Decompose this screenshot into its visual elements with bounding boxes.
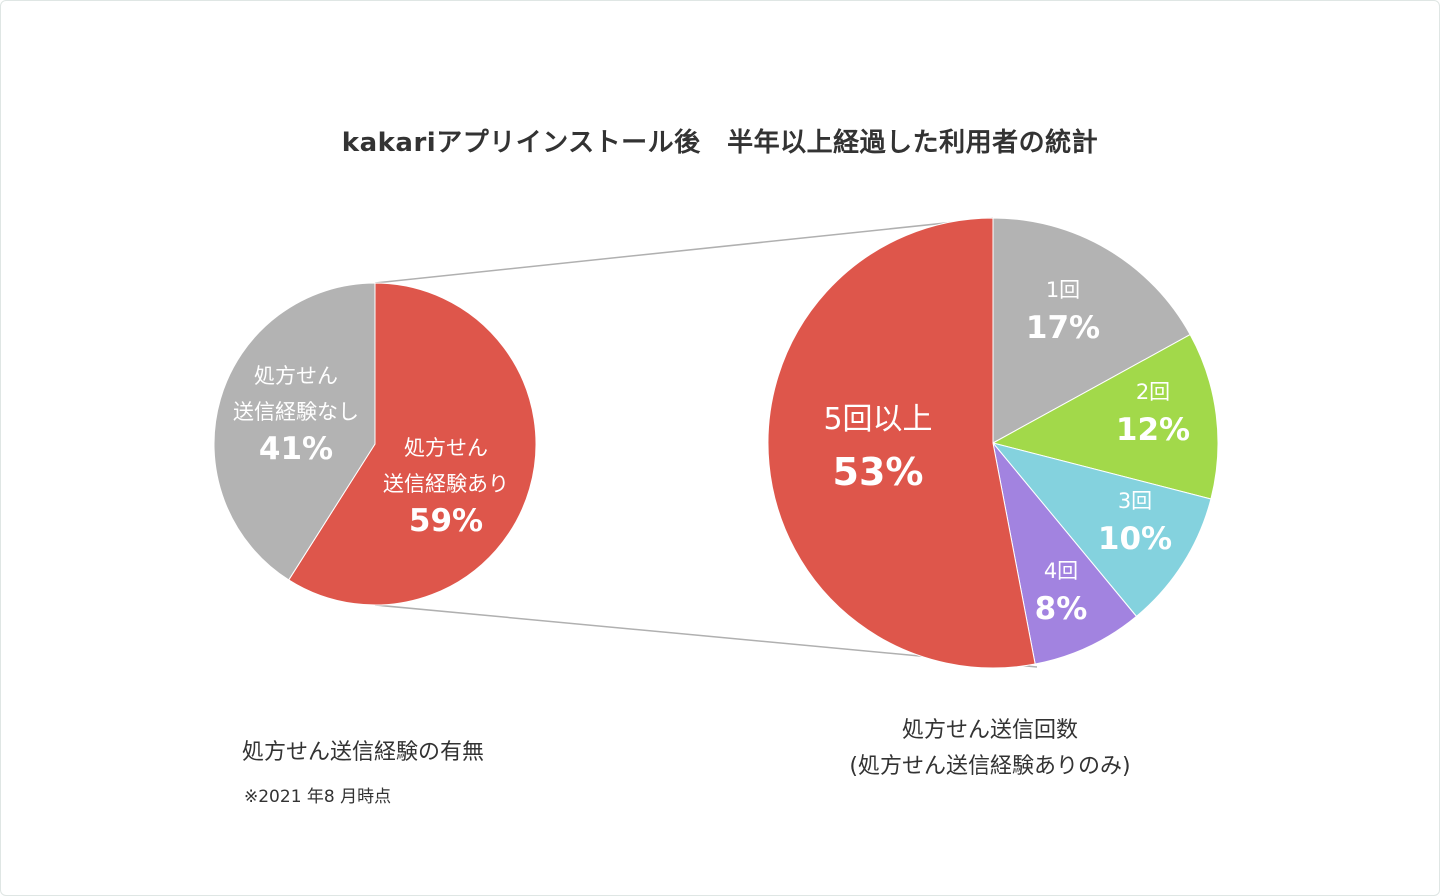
- pie2-slice-2-percent-label: 12%: [1116, 412, 1190, 448]
- pie2-slice-5-percent-label: 53%: [833, 450, 924, 494]
- pie2-slice-5-label-line-1: 5回以上: [823, 402, 932, 437]
- pie1-slice-2-label-line-2: 送信経験なし: [233, 400, 359, 424]
- left-pie-caption: 処方せん送信経験の有無: [242, 740, 485, 765]
- pie1-slice-1-label-line-1: 処方せん: [404, 436, 488, 460]
- pie2-slice-3-percent-label: 10%: [1098, 521, 1172, 557]
- pie2-slice-5: [767, 217, 1036, 669]
- connector-line-top: [374, 217, 994, 284]
- right-pie-caption: 処方せん送信回数 (処方せん送信経験ありのみ): [780, 713, 1200, 785]
- pie2-slice-4-percent-label: 8%: [1035, 591, 1088, 627]
- pie1-slice-1: [288, 282, 537, 606]
- pie2-slice-1: [992, 217, 1191, 444]
- pie2-slice-1-label-line-1: 1回: [1046, 278, 1080, 302]
- pie2-slice-3-label-line-1: 3回: [1118, 489, 1152, 513]
- pie2-slice-3: [991, 442, 1212, 618]
- pie2-slice-2: [991, 333, 1219, 500]
- right-pie-caption-line-1: 処方せん送信回数: [901, 718, 1078, 743]
- pie1-slice-2-label-line-1: 処方せん: [254, 364, 338, 388]
- pie2-slice-1-percent-label: 17%: [1026, 310, 1100, 346]
- chart-title: kakariアプリインストール後 半年以上経過した利用者の統計: [341, 128, 1099, 158]
- pie1-slice-2-percent-label: 41%: [259, 431, 333, 467]
- pie1-slice-2: [213, 282, 376, 581]
- date-note: ※2021 年8 月時点: [244, 787, 392, 807]
- right-pie-caption-line-2: (処方せん送信経験ありのみ): [849, 754, 1131, 779]
- pie2-slice-4-label-line-1: 4回: [1044, 559, 1078, 583]
- pie1-slice-1-label-line-2: 送信経験あり: [383, 472, 509, 496]
- pie2-slice-4: [992, 442, 1138, 665]
- pie1-slice-1-percent-label: 59%: [409, 503, 483, 539]
- pie2-slice-2-label-line-1: 2回: [1136, 380, 1170, 404]
